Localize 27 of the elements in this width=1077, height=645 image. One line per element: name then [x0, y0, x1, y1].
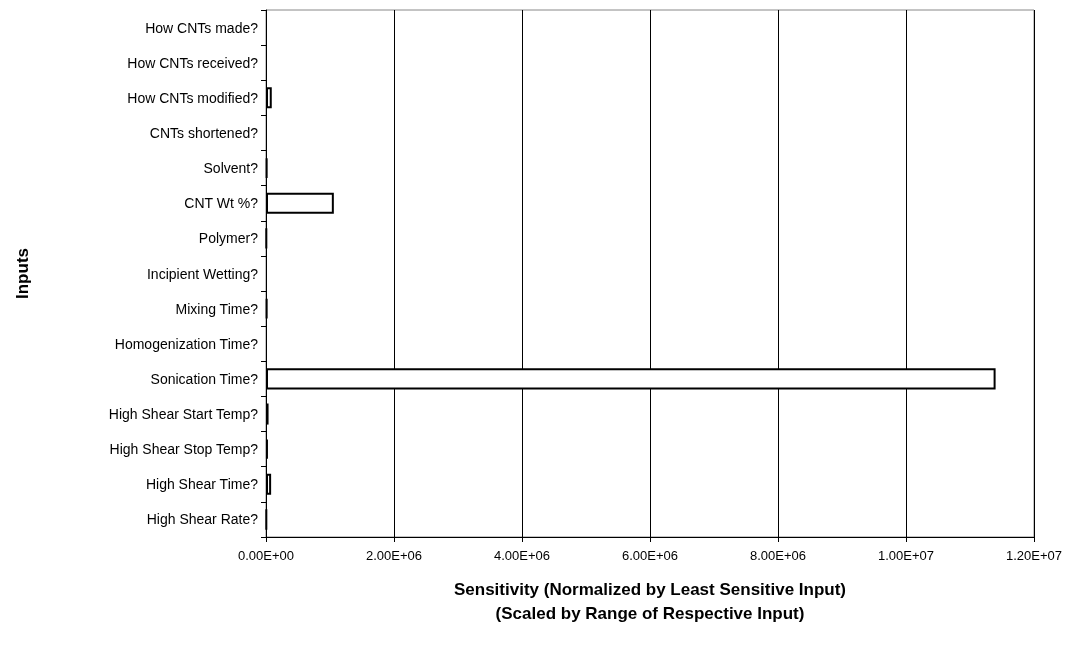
y-tick-label: Homogenization Time? [114, 335, 259, 352]
x-axis-title: Sensitivity (Normalized by Least Sensitive Input) (Scaled by Range of Respective Input) [453, 579, 847, 623]
y-tick-label: High Shear Time? [145, 476, 259, 493]
y-axis-title: Inputs [13, 248, 32, 299]
y-tick-label: CNT Wt %? [184, 195, 259, 212]
y-tick-label: Mixing Time? [175, 300, 259, 317]
y-tick-label: How CNTs modified? [127, 89, 259, 106]
y-tick-label: High Shear Start Temp? [108, 406, 259, 423]
y-tick-label: How CNTs made? [145, 19, 259, 36]
x-tick-label: 1.00E+07 [877, 548, 935, 563]
bar [266, 192, 334, 214]
x-tick-label: 1.20E+07 [1005, 548, 1063, 563]
y-tick-label: Solvent? [203, 160, 259, 177]
y-tick-label: Incipient Wetting? [146, 265, 259, 282]
y-tick-label: High Shear Stop Temp? [109, 441, 259, 458]
y-tick-label: Polymer? [198, 230, 259, 247]
y-tick-label: Sonication Time? [150, 370, 259, 387]
y-tick-label: How CNTs received? [127, 54, 259, 71]
x-tick-label: 0.00E+00 [237, 548, 295, 563]
bar [266, 87, 272, 109]
x-tick-label: 8.00E+06 [749, 548, 807, 563]
bar [266, 473, 272, 495]
y-tick-label: High Shear Rate? [146, 511, 259, 528]
x-tick-label: 6.00E+06 [621, 548, 679, 563]
y-tick-label: CNTs shortened? [149, 124, 259, 141]
x-tick-label: 4.00E+06 [493, 548, 551, 563]
x-tick-label: 2.00E+06 [365, 548, 423, 563]
